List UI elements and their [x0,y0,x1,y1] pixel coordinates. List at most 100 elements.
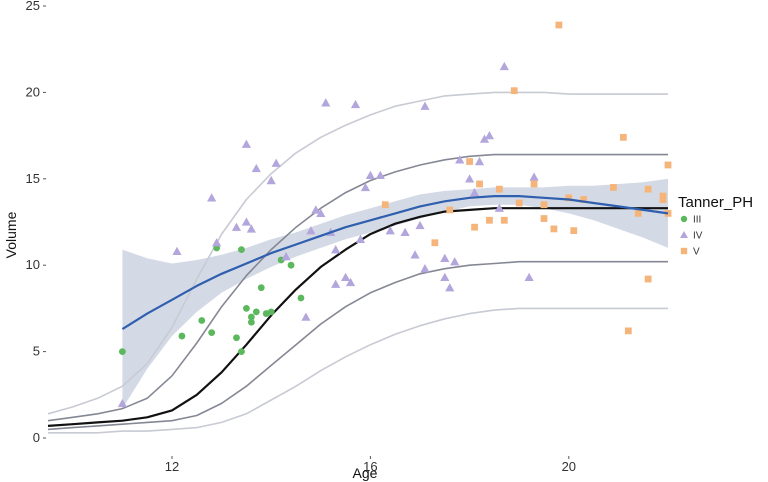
point-iv [311,205,321,214]
legend-title: Tanner_PH [678,194,753,211]
point-iii [287,261,295,269]
point-v [446,206,454,214]
reference-curve-3 [47,207,668,427]
y-tick-label: 0 [33,430,40,445]
point-iv [375,170,385,180]
point-iv [241,139,251,148]
legend-key-v [680,247,688,255]
y-tick-label: 25 [26,0,40,13]
point-v [500,216,508,224]
point-iii [243,305,250,312]
point-v [659,196,667,203]
reference-curve-2 [47,153,668,422]
legend-label-iv: IV [693,231,703,242]
point-iii [198,317,206,324]
point-iv [306,226,316,235]
point-iv [212,238,222,247]
point-iii [247,318,255,326]
point-iv [455,155,465,164]
reference-curve-5 [48,307,668,434]
point-iii [252,308,260,316]
point-iii [119,348,126,355]
axes: 0 5 10 15 20 25 12 16 20 [26,0,577,474]
legend: Tanner_PH III IV V [678,194,753,258]
point-v [644,275,652,283]
point-iv [321,98,331,107]
point-iv [271,158,281,167]
reference-curve-1 [47,91,668,415]
y-tick-label: 15 [26,171,40,186]
point-v [510,87,518,95]
point-iii [247,313,255,321]
point-iv [365,170,375,180]
point-iii [233,334,240,342]
point-iv [251,163,261,173]
point-iv [266,175,276,185]
y-tick-label: 10 [26,257,40,272]
point-iv [331,245,341,254]
point-v [471,223,478,231]
plot-area [47,21,672,434]
point-v [515,199,523,207]
point-v [634,209,642,217]
y-axis-title: Volume [3,211,19,258]
point-v [659,192,667,200]
point-iv [207,193,217,202]
point-iii [208,329,216,336]
point-iv [499,61,509,71]
point-iv [415,220,425,230]
point-iv [524,272,534,281]
point-iv [281,251,291,261]
point-iv [529,172,539,181]
point-v [486,216,493,224]
point-iv [450,257,460,266]
point-v [644,185,652,193]
point-iv [360,182,371,192]
point-iv [420,264,430,273]
x-tick-label: 12 [165,459,179,474]
point-v [619,133,627,141]
point-iv [241,217,251,226]
point-v [381,201,389,209]
point-v [624,327,632,335]
legend-key-iv [680,231,688,238]
x-axis-title: Age [353,465,378,481]
point-iv [420,101,430,110]
point-iv [350,99,361,109]
point-iv [479,134,490,143]
point-iv [494,203,504,212]
point-iii [257,284,265,292]
x-tick-label: 16 [363,459,377,474]
point-v [664,161,672,169]
legend-label-v: V [693,247,700,258]
point-iv [341,272,351,281]
point-v [495,185,503,193]
point-iv [440,253,450,262]
point-v [565,194,573,202]
y-tick-label: 5 [33,344,40,359]
point-iv [445,283,455,292]
point-iv [410,250,420,259]
point-iii [297,294,305,302]
point-iv [469,188,480,197]
point-v [570,227,578,235]
point-v [580,196,588,203]
point-iii [267,308,275,316]
point-iv [172,246,182,256]
point-v [540,215,548,222]
x-tick-label: 20 [562,459,576,474]
point-iv [117,398,127,408]
point-iv [301,312,311,321]
point-v [555,21,563,29]
point-iv [440,272,450,281]
point-iv [331,279,341,288]
reference-curve-4 [47,260,668,431]
point-v [550,225,558,233]
point-v [466,158,473,165]
point-iv [231,222,242,231]
legend-key-iii [680,215,688,223]
point-iv [465,174,475,183]
point-iv [400,227,410,237]
point-iv [345,277,356,287]
